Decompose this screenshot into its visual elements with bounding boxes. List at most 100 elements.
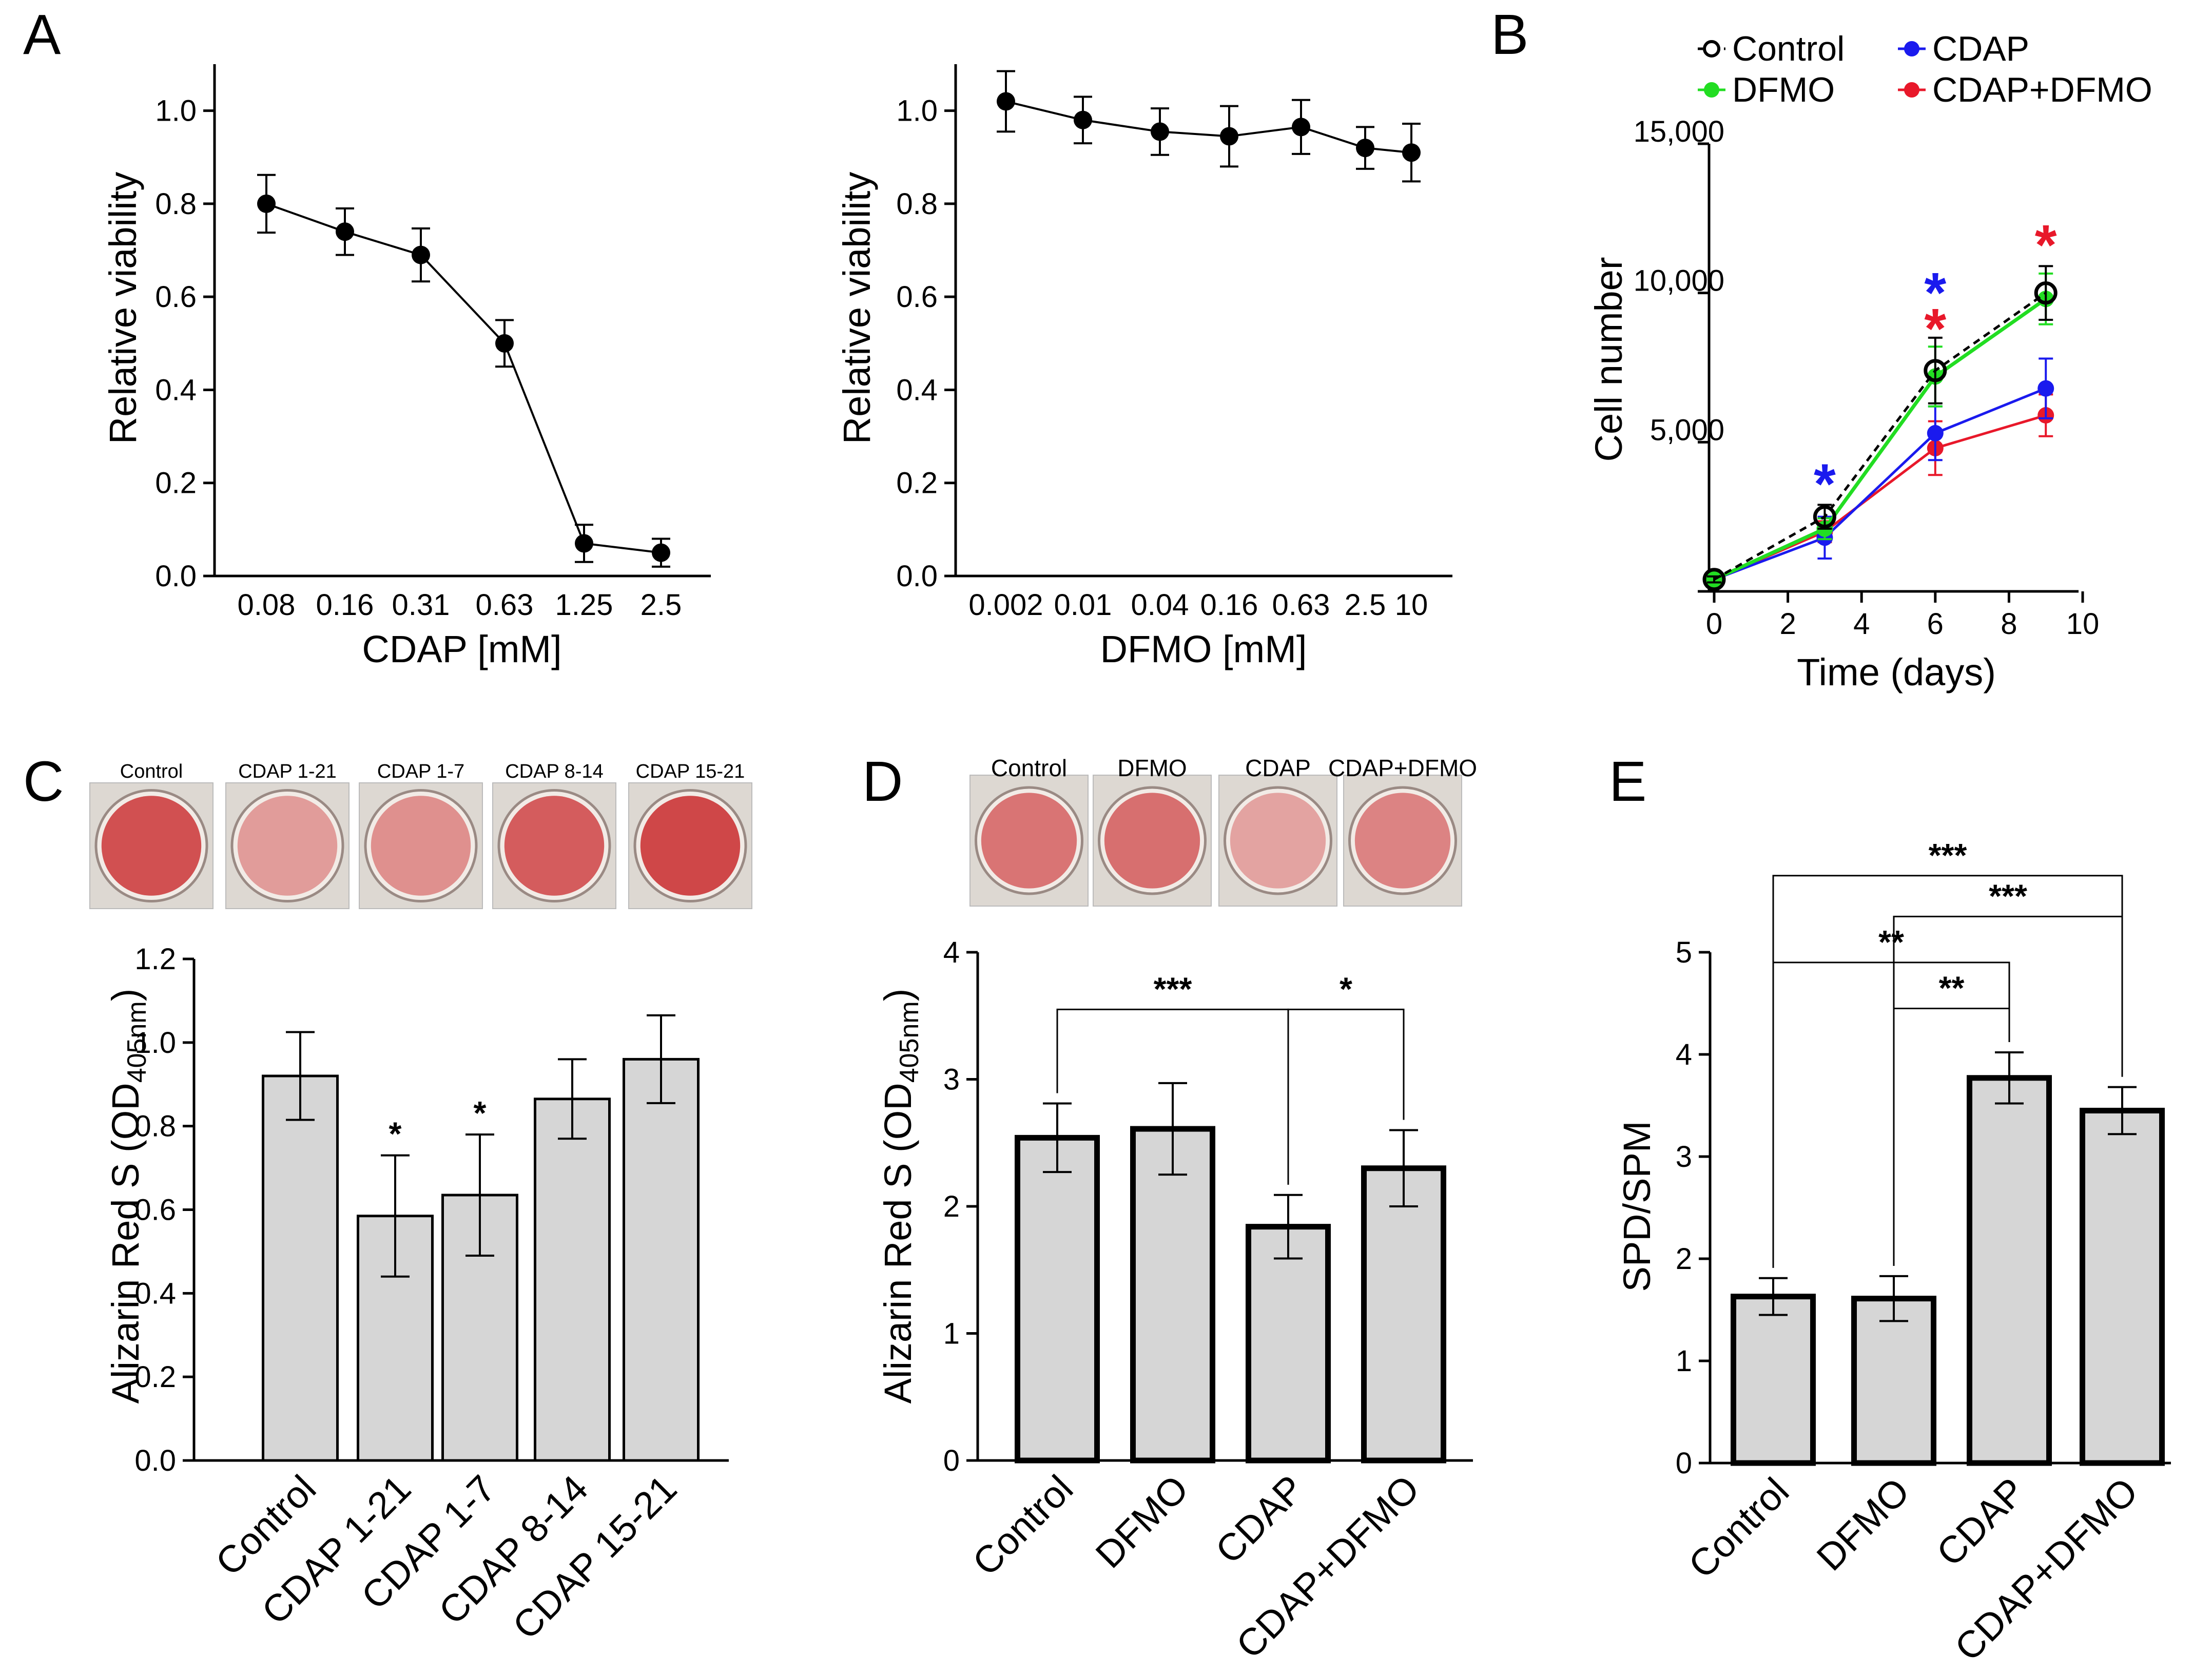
C-wells-label: CDAP 15-21: [636, 761, 745, 782]
chart-a1-series: [257, 174, 670, 568]
E-bar: [1731, 1294, 1816, 1466]
C-bar: [534, 1098, 611, 1462]
chart-b-xlabel: Time (days): [1797, 651, 1996, 694]
E-xtick-label: DFMO: [1809, 1470, 1918, 1579]
B-ytick-label: 15,000: [1634, 115, 1724, 148]
A2-line: [1005, 100, 1412, 154]
C-wells-well-stain: [101, 796, 202, 896]
D-ytick-label: 0: [943, 1444, 960, 1477]
C-wells-well-stain: [640, 796, 741, 896]
A1-line: [266, 203, 662, 554]
A2-ytick-label: 0.6: [896, 280, 938, 314]
A2-xtick-label: 0.04: [1131, 588, 1189, 622]
legend-dfmo-marker: [1704, 82, 1719, 98]
chart-d-ylabel-sub: 405nm: [895, 1001, 924, 1083]
B-ytick-label: 5,000: [1650, 413, 1724, 447]
D-ytick-label: 4: [943, 936, 960, 969]
C-wells-well-rim: [230, 789, 344, 902]
B-point-control: [1924, 359, 1947, 382]
chart-a1-axes: [213, 64, 711, 578]
chart-a2-xlabel: DFMO [mM]: [1100, 628, 1307, 670]
C-wells-well-stain: [371, 796, 471, 896]
E-ytick-label: 2: [1676, 1242, 1692, 1276]
A1-ytick-label: 0.6: [155, 280, 197, 314]
A1-point: [257, 194, 276, 213]
B-line-dfmo: [1713, 297, 2047, 581]
chart-d-ylabel-main: Alizarin Red S (OD: [877, 1083, 919, 1403]
D-bar: [1246, 1224, 1331, 1464]
legend-item-cdap-dfmo: CDAP+DFMO: [1898, 70, 2152, 109]
C-ytick-label: 1.0: [134, 1026, 176, 1060]
E-bracket-label: ***: [1989, 877, 2027, 914]
chart-b-legend: Control CDAP DFMO CDAP+DFMO: [1698, 29, 2152, 109]
A1-ytick-label: 1.0: [155, 94, 197, 128]
D-wells-label: Control: [991, 755, 1067, 781]
B-xtick-label: 6: [1927, 607, 1944, 641]
A1-xtick-label: 0.16: [316, 588, 374, 622]
A1-point: [575, 534, 593, 553]
B-significance-star: *: [1924, 297, 1946, 360]
C-bar: [623, 1057, 700, 1462]
chart-c-well-images: Control CDAP 1-21 CDAP 1-7 CDAP 8-14 CDAP 15…: [89, 761, 752, 909]
panel-letter-d: D: [862, 750, 903, 813]
E-bracket-label: **: [1939, 969, 1965, 1006]
A1-xtick-label: 2.5: [641, 588, 682, 622]
chart-d-yticks: 0 1 2 3 4: [943, 936, 978, 1477]
C-wells-well-stain: [237, 796, 338, 896]
A2-point: [1151, 122, 1169, 141]
E-ytick-label: 3: [1676, 1140, 1692, 1174]
D-bracket: [1287, 1008, 1405, 1185]
C-ytick-label: 0.8: [134, 1110, 176, 1143]
E-bracket-label: **: [1878, 924, 1904, 960]
B-point-cdap: [2038, 380, 2054, 397]
D-bar: [1130, 1126, 1215, 1464]
B-xtick-label: 10: [2066, 607, 2100, 641]
B-point-control: [1813, 505, 1836, 529]
legend-item-dfmo: DFMO: [1698, 70, 1835, 109]
C-ytick-label: 1.2: [134, 943, 176, 976]
E-ytick-label: 1: [1676, 1344, 1692, 1378]
D-wells-well-stain: [1354, 793, 1451, 889]
E-bar: [2080, 1107, 2165, 1466]
C-wells-label: CDAP 8-14: [505, 761, 604, 782]
A1-point: [336, 222, 354, 241]
D-bar: [1361, 1165, 1446, 1464]
A2-point: [1074, 110, 1092, 129]
legend-cdap-dfmo-marker: [1904, 82, 1919, 98]
C-wells-label: CDAP 1-7: [377, 761, 464, 782]
E-bracket: [1772, 962, 2010, 1268]
A2-ytick-label: 0.8: [896, 187, 938, 221]
chart-a2-axes: [954, 64, 1452, 578]
panel-letter-c: C: [23, 750, 64, 813]
A1-xtick-label: 0.31: [392, 588, 450, 622]
E-xtick-label: Control: [1680, 1470, 1797, 1586]
D-wells-well-stain: [1230, 793, 1326, 889]
chart-d-ylabel: Alizarin Red S (OD405nm): [877, 989, 924, 1404]
C-ytick-label: 0.6: [134, 1194, 176, 1227]
chart-b-axes: [1707, 144, 2079, 593]
chart-a2-series: [997, 70, 1421, 183]
E-ytick-label: 5: [1676, 936, 1692, 969]
chart-c-ylabel-sub: 405nm: [122, 1001, 152, 1083]
B-line-cdap: [1714, 387, 2047, 581]
E-bracket-label: ***: [1929, 837, 1967, 874]
A2-xtick-label: 2.5: [1345, 588, 1386, 622]
A2-point: [997, 92, 1015, 111]
B-point-control: [2034, 281, 2058, 305]
A2-xtick-label: 10: [1395, 588, 1428, 622]
A1-xtick-label: 0.08: [238, 588, 296, 622]
chart-c-ylabel-main: Alizarin Red S (OD: [104, 1083, 147, 1403]
A1-xtick-label: 0.63: [476, 588, 534, 622]
legend-cdap-marker: [1904, 41, 1919, 56]
panel-letter-a: A: [23, 3, 61, 66]
E-ytick-label: 0: [1676, 1447, 1692, 1480]
D-wells-well-rim: [1224, 786, 1332, 895]
A1-xtick-label: 1.25: [555, 588, 613, 622]
E-bracket: [1772, 875, 2123, 1268]
B-significance-star: *: [1924, 261, 1946, 324]
chart-b-series: ****: [1702, 214, 2058, 591]
legend-dfmo-label: DFMO: [1732, 70, 1835, 109]
